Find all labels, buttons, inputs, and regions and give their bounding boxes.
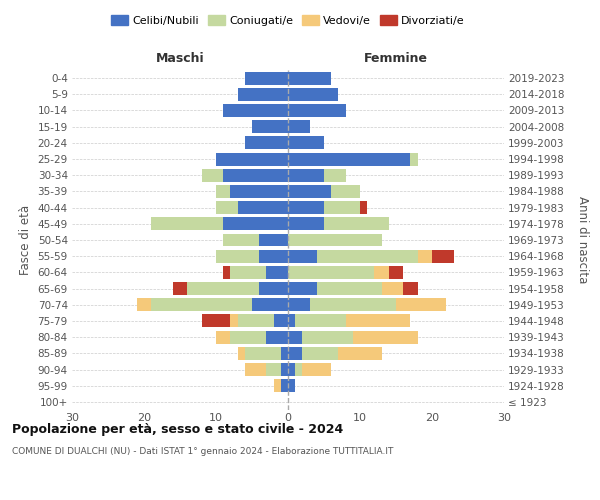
Bar (151, 298, 252, 311)
Bar (187, 282, 259, 295)
Bar (288, 282, 317, 295)
Bar (230, 266, 266, 279)
Bar (223, 266, 230, 279)
Bar (288, 218, 324, 230)
Bar (281, 347, 288, 360)
Bar (302, 330, 353, 344)
Bar (259, 250, 288, 262)
Bar (432, 250, 454, 262)
Bar (302, 347, 338, 360)
Bar (223, 169, 288, 181)
Bar (216, 152, 288, 166)
Bar (230, 314, 238, 328)
Bar (252, 120, 288, 133)
Bar (288, 120, 310, 133)
Bar (216, 330, 230, 344)
Bar (288, 72, 331, 85)
Bar (396, 298, 446, 311)
Bar (216, 201, 238, 214)
Legend: Celibi/Nubili, Coniugati/e, Vedovi/e, Divorziati/e: Celibi/Nubili, Coniugati/e, Vedovi/e, Di… (107, 10, 469, 30)
Bar (310, 298, 396, 311)
Bar (295, 314, 346, 328)
Bar (288, 250, 317, 262)
Bar (230, 330, 266, 344)
Bar (252, 298, 288, 311)
Bar (259, 234, 288, 246)
Bar (173, 282, 187, 295)
Bar (238, 88, 288, 101)
Bar (288, 201, 324, 214)
Bar (274, 314, 288, 328)
Bar (245, 347, 281, 360)
Y-axis label: Anni di nascita: Anni di nascita (576, 196, 589, 284)
Bar (353, 330, 418, 344)
Bar (230, 185, 288, 198)
Bar (245, 136, 288, 149)
Y-axis label: Fasce di età: Fasce di età (19, 205, 32, 275)
Bar (324, 218, 389, 230)
Bar (288, 136, 324, 149)
Bar (202, 169, 223, 181)
Bar (266, 330, 288, 344)
Bar (202, 314, 230, 328)
Bar (288, 169, 324, 181)
Bar (288, 347, 302, 360)
Bar (295, 363, 302, 376)
Bar (288, 298, 310, 311)
Bar (360, 201, 367, 214)
Bar (266, 266, 288, 279)
Bar (266, 363, 281, 376)
Bar (346, 314, 410, 328)
Bar (331, 185, 360, 198)
Bar (288, 152, 410, 166)
Bar (238, 201, 288, 214)
Bar (288, 88, 338, 101)
Text: Popolazione per età, sesso e stato civile - 2024: Popolazione per età, sesso e stato civil… (12, 422, 343, 436)
Bar (403, 282, 418, 295)
Bar (274, 379, 281, 392)
Bar (389, 266, 403, 279)
Bar (288, 330, 302, 344)
Bar (324, 169, 346, 181)
Bar (410, 152, 418, 166)
Bar (374, 266, 389, 279)
Bar (418, 250, 432, 262)
Bar (302, 363, 331, 376)
Bar (288, 363, 295, 376)
Bar (245, 72, 288, 85)
Bar (281, 363, 288, 376)
Text: COMUNE DI DUALCHI (NU) - Dati ISTAT 1° gennaio 2024 - Elaborazione TUTTITALIA.IT: COMUNE DI DUALCHI (NU) - Dati ISTAT 1° g… (12, 448, 394, 456)
Bar (288, 379, 295, 392)
Bar (317, 282, 382, 295)
Bar (324, 201, 360, 214)
Text: Maschi: Maschi (155, 52, 205, 65)
Bar (223, 218, 288, 230)
Bar (223, 104, 288, 117)
Bar (288, 266, 374, 279)
Bar (288, 185, 331, 198)
Bar (317, 250, 418, 262)
Bar (382, 282, 403, 295)
Bar (137, 298, 151, 311)
Bar (238, 314, 274, 328)
Bar (223, 234, 259, 246)
Bar (288, 314, 295, 328)
Bar (288, 104, 346, 117)
Bar (288, 234, 382, 246)
Bar (216, 185, 230, 198)
Bar (151, 218, 223, 230)
Bar (338, 347, 382, 360)
Text: Femmine: Femmine (364, 52, 428, 65)
Bar (245, 363, 266, 376)
Bar (216, 250, 259, 262)
Bar (281, 379, 288, 392)
Bar (259, 282, 288, 295)
Bar (238, 347, 245, 360)
